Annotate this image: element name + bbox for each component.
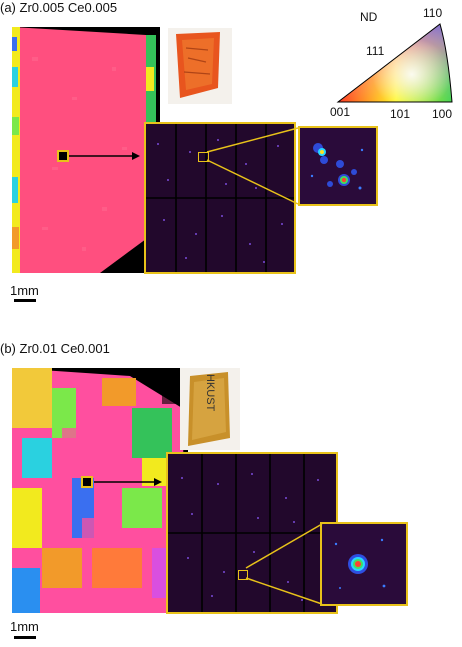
ipf-color-key: ND 110 111 001 101 100 xyxy=(330,0,462,121)
ipf-corner-101: 101 xyxy=(390,107,411,121)
panel-a-scale-label: 1mm xyxy=(10,283,39,298)
ipf-corner-110: 110 xyxy=(423,6,443,20)
panel-b-scale-bar xyxy=(14,636,36,639)
panel-a-ebsd-marker xyxy=(57,150,69,162)
panel-a-laue-mosaic xyxy=(144,122,296,274)
panel-b-sample-photo: HKUST xyxy=(180,368,240,450)
ipf-corner-001: 001 xyxy=(330,105,351,119)
panel-a-zoom-inset xyxy=(298,126,378,206)
panel-b-label: (b) Zr0.01 Ce0.001 xyxy=(0,341,110,356)
panel-b-zoom-inset xyxy=(320,522,408,606)
panel-a-sample-photo xyxy=(168,28,232,104)
panel-b-laue-mosaic xyxy=(166,452,338,614)
ipf-title: ND xyxy=(360,10,378,24)
panel-b-scale-label: 1mm xyxy=(10,619,39,634)
panel-b-selection-box xyxy=(238,570,248,580)
panel-a-ebsd-map xyxy=(12,27,160,273)
panel-a-selection-box xyxy=(198,152,209,162)
panel-b-ebsd-marker xyxy=(81,476,93,488)
ipf-corner-100: 100 xyxy=(432,107,453,121)
ipf-corner-111: 111 xyxy=(366,44,385,58)
panel-a-label: (a) Zr0.005 Ce0.005 xyxy=(0,0,118,15)
panel-a-scale-bar xyxy=(14,299,36,302)
